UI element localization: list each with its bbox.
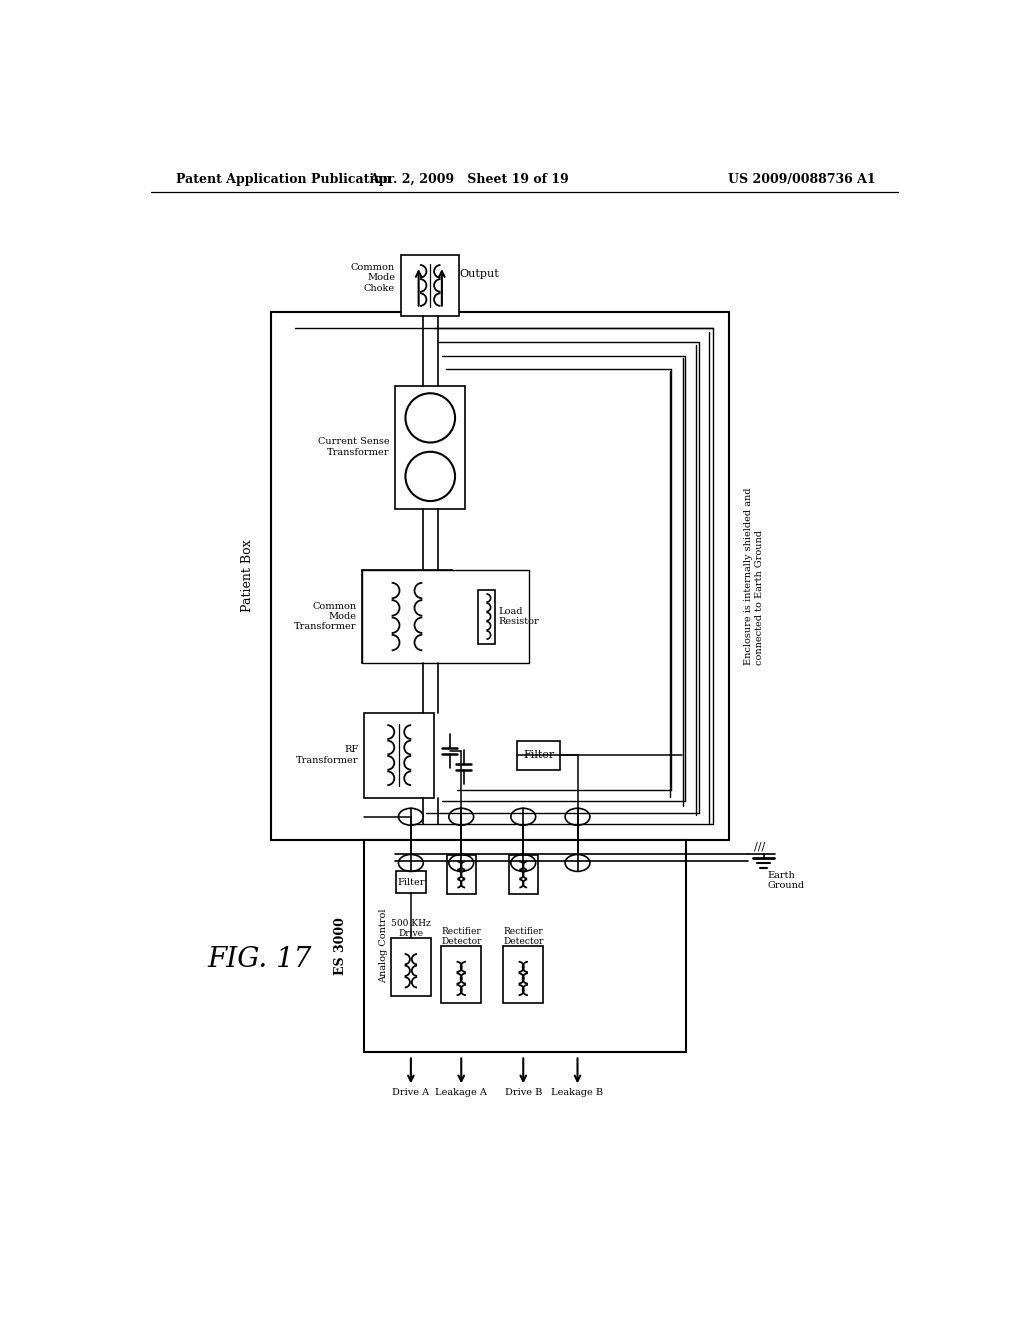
Bar bbox=[503, 945, 544, 1003]
Text: Common
Mode
Choke: Common Mode Choke bbox=[351, 263, 395, 293]
Bar bbox=[441, 945, 481, 1003]
Text: 500 KHz
Drive: 500 KHz Drive bbox=[391, 919, 431, 939]
Bar bbox=[362, 570, 529, 663]
Text: Leakage B: Leakage B bbox=[552, 1088, 603, 1097]
Bar bbox=[509, 855, 538, 894]
Bar bbox=[362, 570, 452, 663]
Text: FIG. 17: FIG. 17 bbox=[208, 945, 312, 973]
Bar bbox=[271, 313, 729, 840]
Bar bbox=[401, 255, 460, 317]
Text: Patent Application Publication: Patent Application Publication bbox=[176, 173, 391, 186]
Bar bbox=[446, 855, 476, 894]
Text: Filter: Filter bbox=[523, 750, 554, 760]
Text: ES 3000: ES 3000 bbox=[334, 917, 347, 974]
Text: Common
Mode
Transformer: Common Mode Transformer bbox=[294, 602, 356, 631]
Text: Rectifier
Detector: Rectifier Detector bbox=[503, 927, 544, 946]
Text: Drive B: Drive B bbox=[505, 1088, 542, 1097]
Text: Apr. 2, 2009   Sheet 19 of 19: Apr. 2, 2009 Sheet 19 of 19 bbox=[369, 173, 569, 186]
Bar bbox=[395, 385, 465, 508]
Text: US 2009/0088736 A1: US 2009/0088736 A1 bbox=[728, 173, 876, 186]
Text: Enclosure is internally shielded and
connected to Earth Ground: Enclosure is internally shielded and con… bbox=[744, 487, 764, 665]
Text: RF
Transformer: RF Transformer bbox=[296, 746, 358, 764]
Bar bbox=[396, 871, 426, 892]
Text: Earth
Ground: Earth Ground bbox=[767, 871, 805, 890]
Text: ///: /// bbox=[755, 842, 766, 851]
Bar bbox=[365, 840, 686, 1052]
Text: Output: Output bbox=[459, 269, 499, 279]
Text: Patient Box: Patient Box bbox=[242, 540, 254, 612]
Bar bbox=[391, 939, 431, 995]
Text: Load
Resistor: Load Resistor bbox=[499, 607, 540, 626]
Text: Filter: Filter bbox=[397, 878, 425, 887]
Bar bbox=[478, 590, 495, 644]
Bar bbox=[517, 741, 560, 770]
Text: Rectifier
Detector: Rectifier Detector bbox=[441, 927, 481, 946]
Text: Leakage A: Leakage A bbox=[435, 1088, 487, 1097]
Text: Drive A: Drive A bbox=[392, 1088, 429, 1097]
Bar bbox=[365, 713, 434, 797]
Text: Analog Control: Analog Control bbox=[379, 908, 388, 983]
Text: Current Sense
Transformer: Current Sense Transformer bbox=[317, 437, 389, 457]
